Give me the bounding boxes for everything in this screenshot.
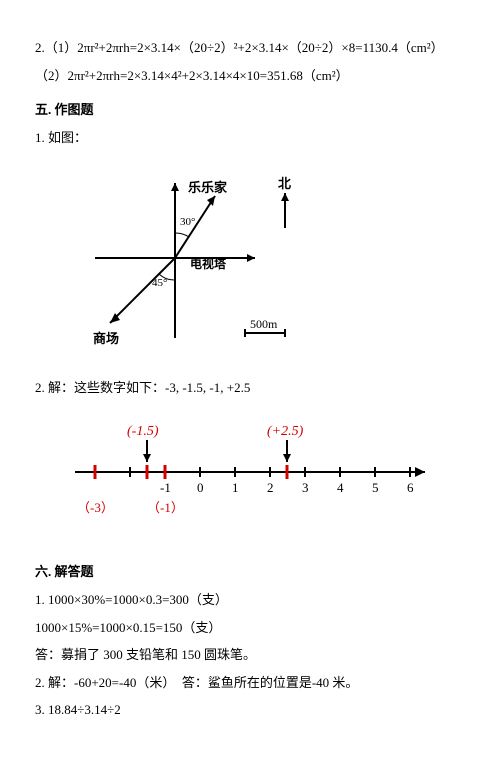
label-m1.5: (-1.5) [127,424,159,439]
svg-text:3: 3 [302,480,309,495]
s6-l5: 3. 18.84÷3.14÷2 [35,700,465,720]
svg-text:2: 2 [267,480,274,495]
svg-text:0: 0 [197,480,204,495]
s5-q2: 2. 解：这些数字如下：-3, -1.5, -1, +2.5 [35,378,465,398]
label-north: 北 [278,176,291,191]
label-shop: 商场 [93,331,119,346]
label-tv: 电视塔 [190,256,227,271]
s6-l4: 2. 解：-60+20=-40（米） 答：鲨鱼所在的位置是-40 米。 [35,673,465,693]
s6-l2: 1000×15%=1000×0.15=150（支） [35,618,465,638]
svg-text:6: 6 [407,480,414,495]
svg-text:5: 5 [372,480,379,495]
label-30: 30° [180,216,195,228]
section5-heading: 五. 作图题 [35,99,465,118]
label-45: 45° [152,277,167,289]
label-m3: （-3） [77,500,114,515]
section6-heading: 六. 解答题 [35,561,465,580]
svg-text:1: 1 [232,480,239,495]
q1-label: 1. 如图： [35,128,465,148]
s6-l1: 1. 1000×30%=1000×0.3=300（支） [35,590,465,610]
figure-number-line: -1 0 1 2 3 4 5 6 (-1.5) (+2.5) （-3） （-1） [55,407,465,521]
svg-text:-1: -1 [160,480,171,495]
s6-l3: 答：募捐了 300 支铅笔和 150 圆珠笔。 [35,645,465,665]
q2-part2: （2）2πr²+2πrh=2×3.14×4²+2×3.14×4×10=351.6… [35,66,465,86]
q2-part1: 2.（1）2πr²+2πrh=2×3.14×（20÷2）²+2×3.14×（20… [35,38,465,58]
label-lelejia: 乐乐家 [188,180,228,195]
svg-text:4: 4 [337,480,344,495]
label-m1: （-1） [147,500,184,515]
label-p2.5: (+2.5) [267,424,304,439]
label-scale: 500m [250,317,278,331]
figure-compass-diagram: 乐乐家 北 30° 电视塔 45° 商场 500m [55,158,465,362]
